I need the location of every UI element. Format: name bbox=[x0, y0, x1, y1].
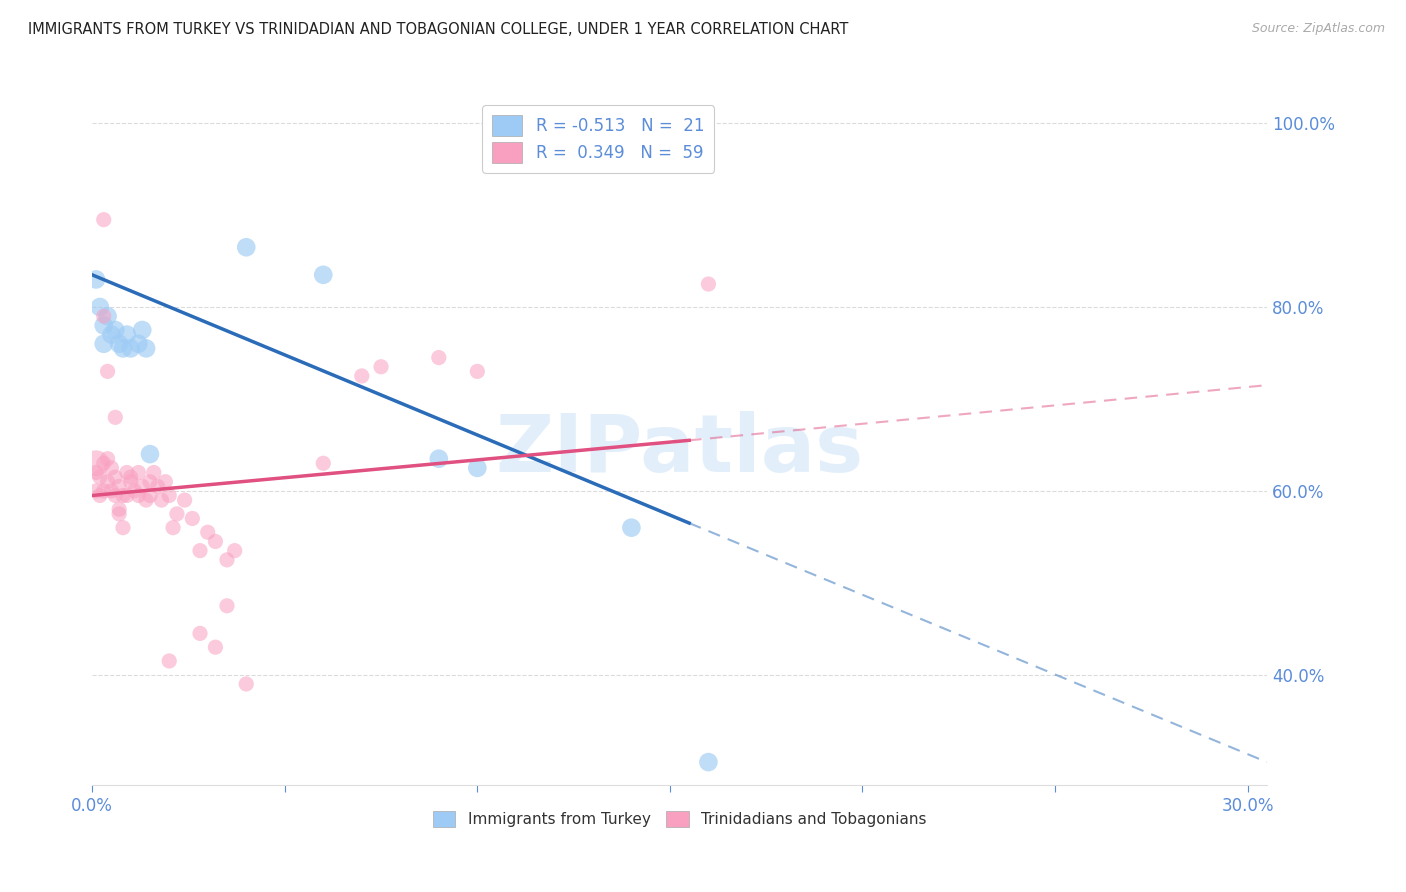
Point bbox=[197, 525, 219, 540]
Point bbox=[215, 553, 238, 567]
Point bbox=[104, 323, 127, 337]
Point bbox=[157, 488, 180, 502]
Point bbox=[139, 488, 162, 502]
Point bbox=[204, 534, 226, 549]
Point bbox=[84, 483, 107, 498]
Point bbox=[173, 493, 195, 508]
Point bbox=[97, 475, 120, 489]
Point bbox=[465, 461, 488, 475]
Point bbox=[350, 368, 373, 383]
Point bbox=[104, 410, 127, 425]
Text: Source: ZipAtlas.com: Source: ZipAtlas.com bbox=[1251, 22, 1385, 36]
Point bbox=[157, 654, 180, 668]
Point bbox=[620, 521, 643, 535]
Point bbox=[188, 543, 211, 558]
Point bbox=[215, 599, 238, 613]
Point bbox=[89, 488, 111, 502]
Point bbox=[135, 493, 157, 508]
Point bbox=[89, 300, 111, 314]
Point bbox=[97, 451, 120, 466]
Point bbox=[93, 318, 115, 333]
Point bbox=[93, 483, 115, 498]
Point bbox=[155, 475, 177, 489]
Point bbox=[139, 447, 162, 461]
Point bbox=[108, 502, 131, 516]
Point bbox=[162, 521, 184, 535]
Point bbox=[120, 470, 142, 484]
Point bbox=[100, 483, 122, 498]
Point bbox=[120, 342, 142, 356]
Point bbox=[111, 342, 134, 356]
Point bbox=[427, 351, 450, 365]
Point bbox=[120, 475, 142, 489]
Point bbox=[108, 507, 131, 521]
Point bbox=[108, 479, 131, 493]
Point bbox=[104, 488, 127, 502]
Point bbox=[135, 342, 157, 356]
Point bbox=[124, 483, 146, 498]
Point bbox=[465, 364, 488, 378]
Point bbox=[97, 309, 120, 323]
Point bbox=[115, 488, 138, 502]
Point bbox=[188, 626, 211, 640]
Point bbox=[111, 488, 134, 502]
Point bbox=[146, 479, 169, 493]
Point bbox=[93, 212, 115, 227]
Point bbox=[150, 493, 173, 508]
Point bbox=[427, 451, 450, 466]
Point bbox=[235, 240, 257, 254]
Point bbox=[235, 677, 257, 691]
Point bbox=[312, 456, 335, 470]
Point bbox=[104, 470, 127, 484]
Point bbox=[204, 640, 226, 655]
Point bbox=[312, 268, 335, 282]
Point bbox=[97, 364, 120, 378]
Point bbox=[139, 475, 162, 489]
Point bbox=[115, 466, 138, 480]
Point bbox=[370, 359, 392, 374]
Text: ZIPatlas: ZIPatlas bbox=[495, 410, 863, 489]
Legend: Immigrants from Turkey, Trinidadians and Tobagonians: Immigrants from Turkey, Trinidadians and… bbox=[426, 805, 932, 833]
Point bbox=[181, 511, 204, 525]
Point bbox=[697, 755, 720, 769]
Point bbox=[127, 466, 149, 480]
Point bbox=[100, 327, 122, 342]
Point bbox=[93, 336, 115, 351]
Point bbox=[84, 466, 107, 480]
Text: IMMIGRANTS FROM TURKEY VS TRINIDADIAN AND TOBAGONIAN COLLEGE, UNDER 1 YEAR CORRE: IMMIGRANTS FROM TURKEY VS TRINIDADIAN AN… bbox=[28, 22, 848, 37]
Point bbox=[89, 470, 111, 484]
Point bbox=[111, 521, 134, 535]
Point bbox=[93, 456, 115, 470]
Point bbox=[166, 507, 188, 521]
Point bbox=[697, 277, 720, 291]
Point bbox=[142, 466, 165, 480]
Point bbox=[84, 272, 107, 286]
Point bbox=[115, 327, 138, 342]
Point bbox=[84, 456, 107, 470]
Point bbox=[127, 488, 149, 502]
Point bbox=[131, 323, 153, 337]
Point bbox=[93, 309, 115, 323]
Point bbox=[224, 543, 246, 558]
Point bbox=[127, 336, 149, 351]
Point bbox=[131, 479, 153, 493]
Point bbox=[108, 336, 131, 351]
Point bbox=[100, 461, 122, 475]
